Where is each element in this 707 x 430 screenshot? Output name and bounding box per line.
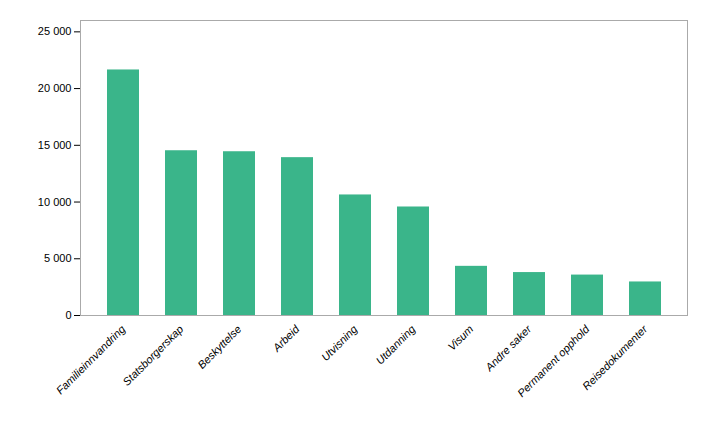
svg-text:Andre saker: Andre saker xyxy=(482,322,534,374)
svg-text:Familieinnvandring: Familieinnvandring xyxy=(54,322,128,396)
svg-text:Beskyttelse: Beskyttelse xyxy=(195,323,243,371)
svg-text:Utvisning: Utvisning xyxy=(319,322,360,363)
svg-text:Statsborgerskap: Statsborgerskap xyxy=(120,323,185,388)
svg-text:Reisedokumenter: Reisedokumenter xyxy=(580,322,650,392)
svg-text:0: 0 xyxy=(65,309,71,321)
svg-text:5 000: 5 000 xyxy=(44,252,72,264)
svg-text:25 000: 25 000 xyxy=(38,25,72,37)
svg-text:20 000: 20 000 xyxy=(38,82,72,94)
svg-text:Permanent opphold: Permanent opphold xyxy=(515,322,592,399)
svg-text:Visum: Visum xyxy=(445,323,475,353)
svg-text:10 000: 10 000 xyxy=(38,196,72,208)
svg-text:15 000: 15 000 xyxy=(38,139,72,151)
svg-text:Utdanning: Utdanning xyxy=(373,322,418,367)
svg-text:Arbeid: Arbeid xyxy=(270,322,302,354)
